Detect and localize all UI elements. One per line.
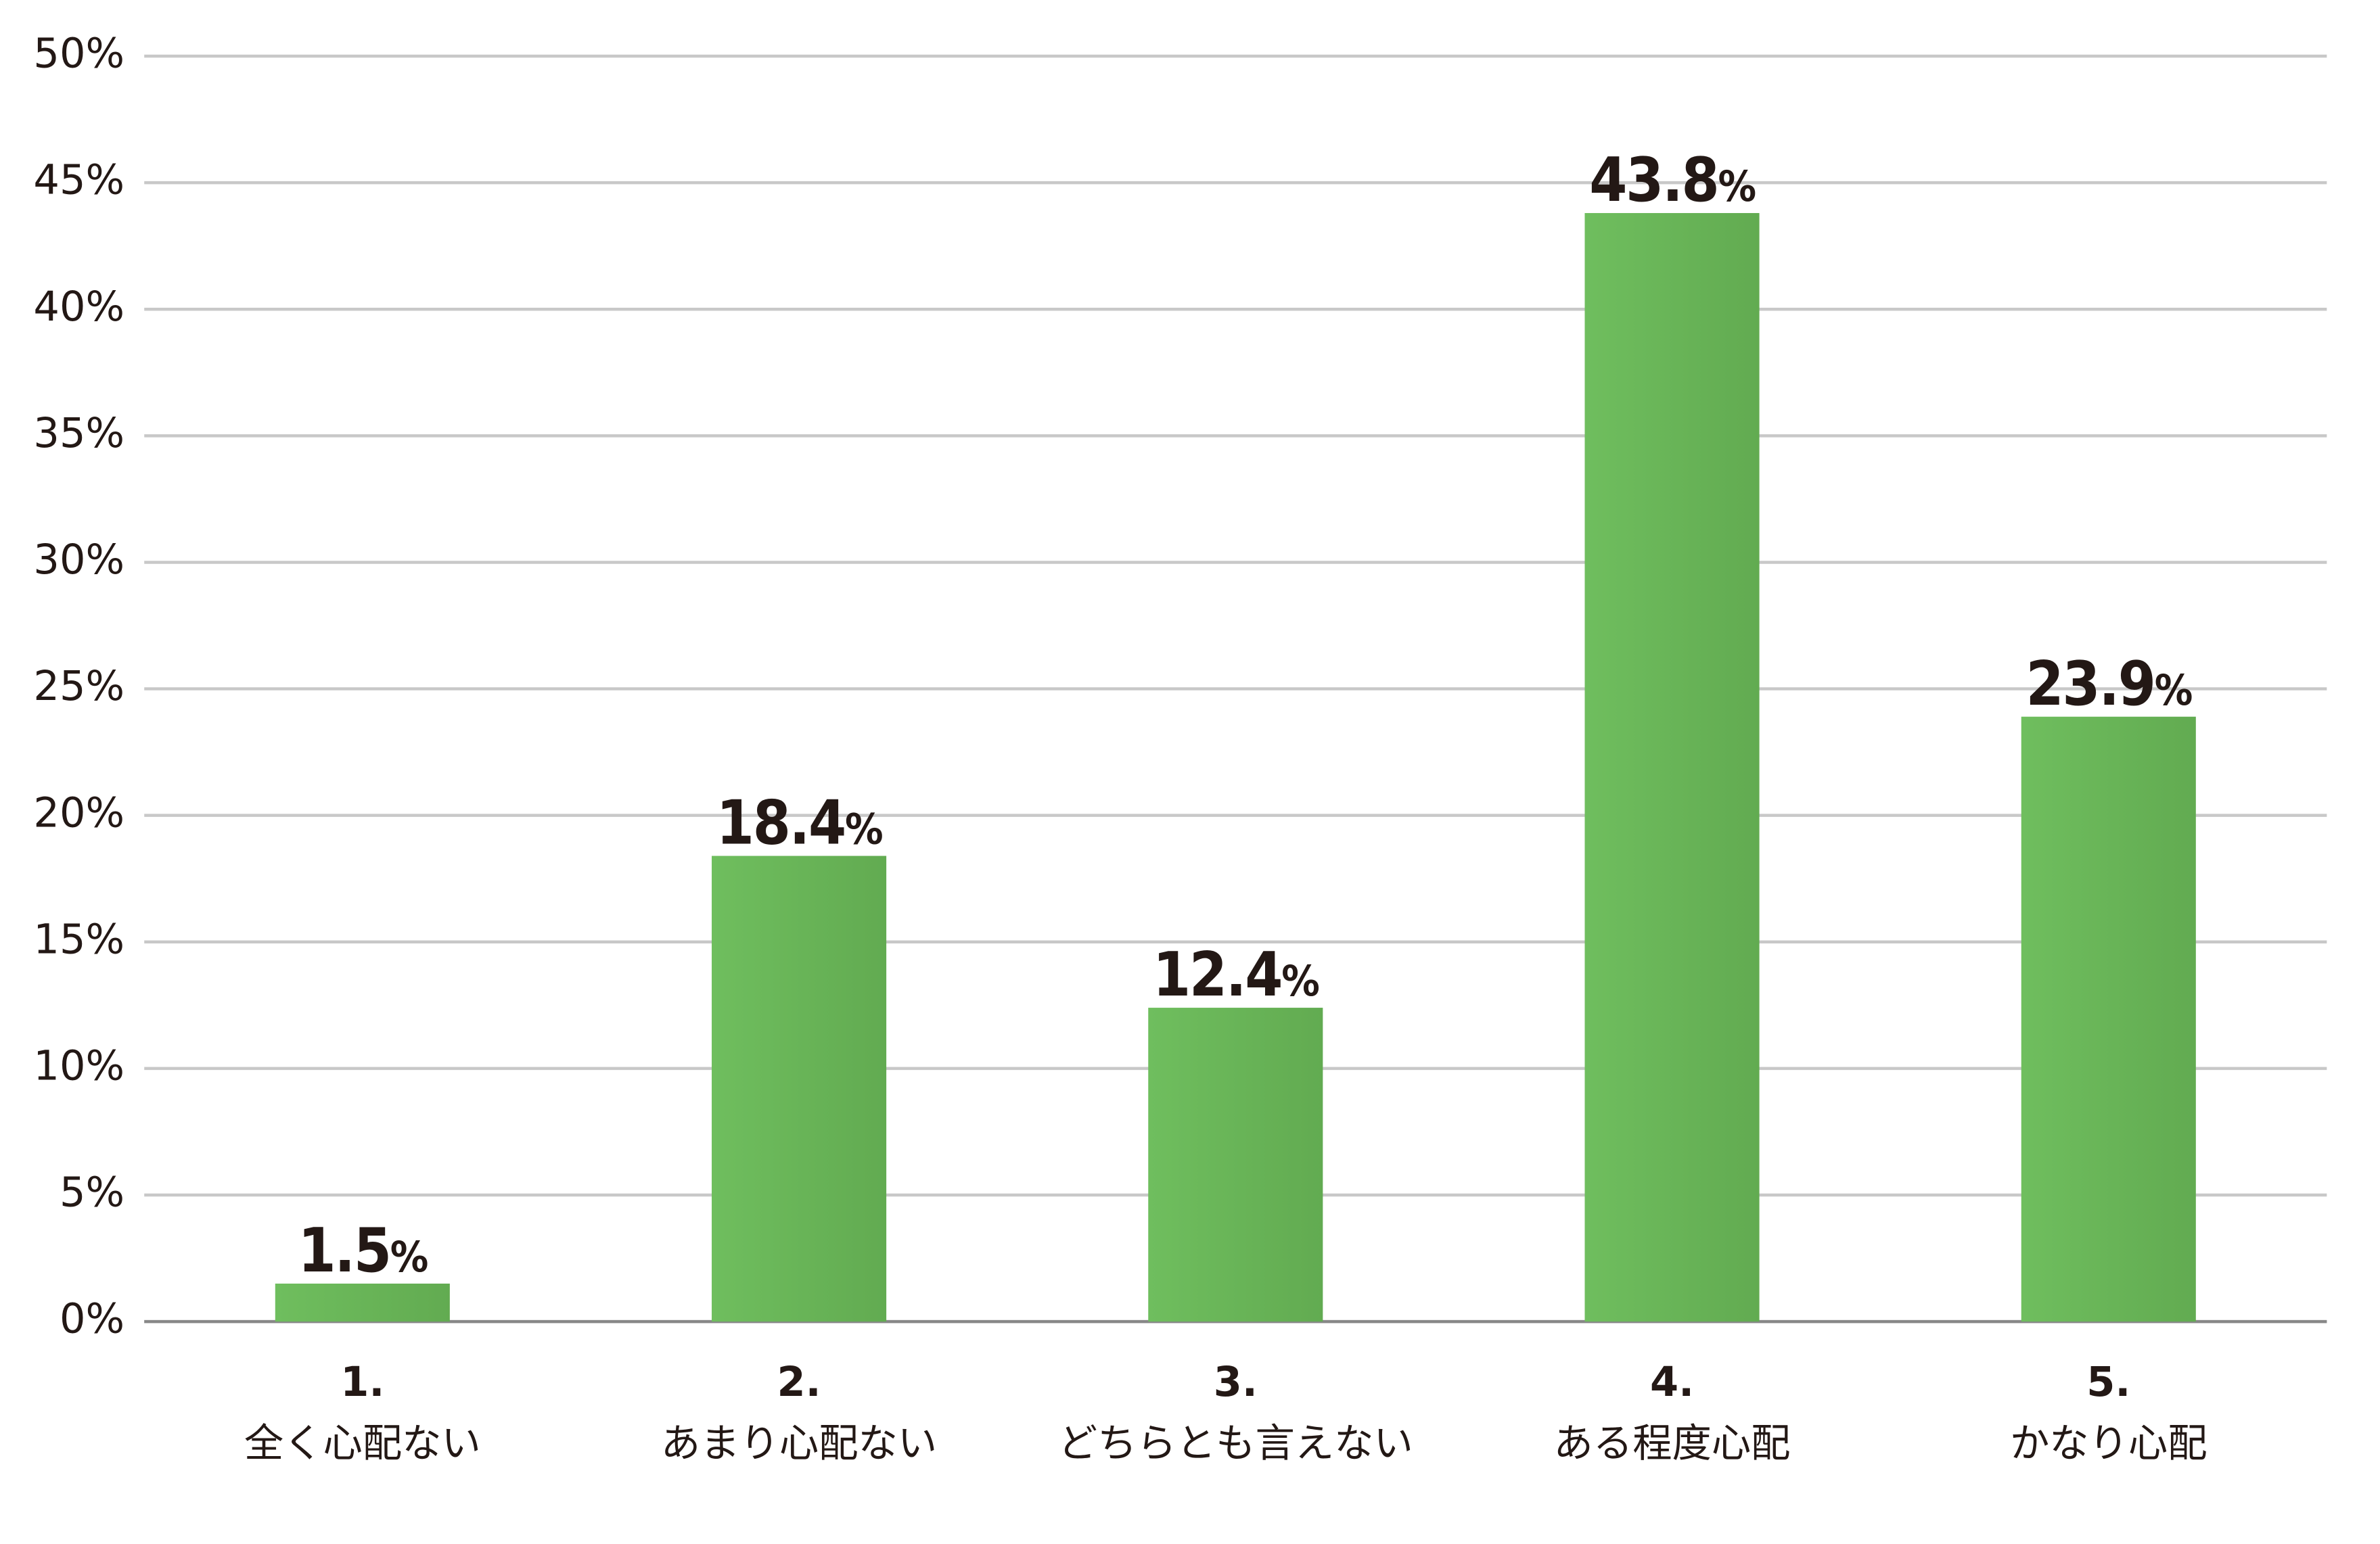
y-tick-label: 20% (33, 789, 124, 837)
bar (275, 1283, 450, 1322)
bar (1584, 213, 1760, 1322)
y-tick-label: 35% (33, 410, 124, 457)
x-tick-label: ある程度心配 (1554, 1420, 1791, 1466)
value-label: 12.4% (1153, 940, 1319, 1010)
y-tick-label: 45% (33, 157, 124, 204)
x-tick-label: あまり心配ない (661, 1420, 937, 1466)
y-tick-label: 40% (33, 283, 124, 331)
y-tick-label: 25% (33, 663, 124, 710)
y-tick-label: 10% (33, 1042, 124, 1090)
y-tick-label: 30% (33, 536, 124, 584)
y-tick-label: 0% (60, 1296, 124, 1343)
x-tick-label: 全く心配ない (244, 1420, 481, 1466)
x-tick-number: 2. (777, 1359, 821, 1406)
y-tick-label: 5% (60, 1169, 124, 1217)
value-label: 23.9% (2026, 649, 2191, 720)
bar (712, 856, 887, 1322)
x-tick-label: かなり心配 (2010, 1420, 2207, 1466)
y-tick-label: 15% (33, 916, 124, 963)
y-tick-label: 50% (33, 30, 124, 78)
value-label: 1.5% (298, 1216, 428, 1286)
x-tick-number: 4. (1650, 1359, 1694, 1406)
bar (2021, 716, 2196, 1322)
value-label: 18.4% (716, 789, 882, 859)
x-tick-number: 1. (340, 1359, 384, 1406)
x-tick-number: 3. (1214, 1359, 1258, 1406)
x-tick-label: どちらとも言えない (1058, 1420, 1413, 1466)
value-label: 43.8% (1589, 145, 1755, 216)
bar (1148, 1008, 1323, 1322)
x-tick-number: 5. (2086, 1359, 2130, 1406)
